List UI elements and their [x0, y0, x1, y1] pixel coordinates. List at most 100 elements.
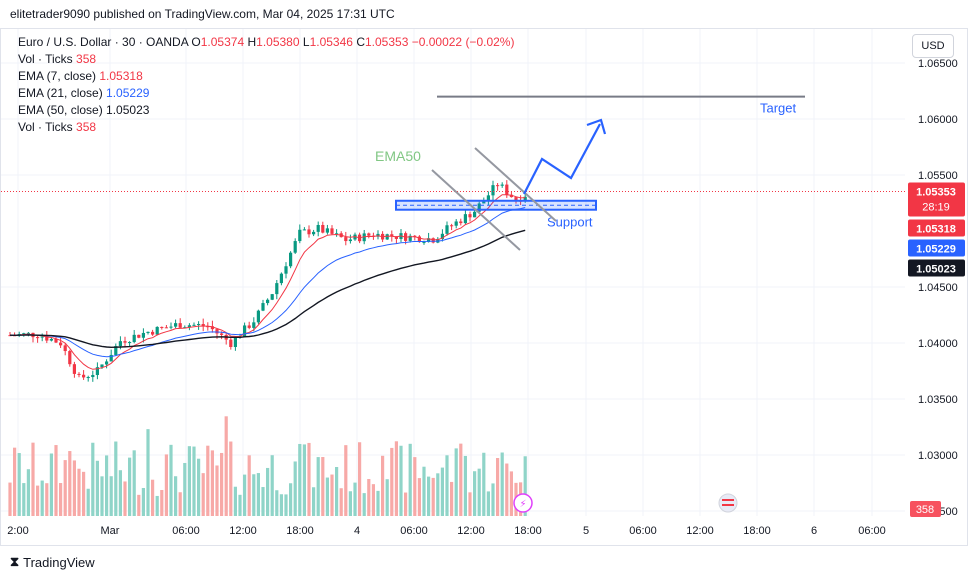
currency-button[interactable]: USD	[912, 34, 954, 58]
candle-body	[54, 338, 58, 343]
volume-bar	[413, 457, 417, 516]
legend-row-label: Vol · Ticks	[18, 120, 73, 134]
legend-open: 1.05374	[200, 35, 245, 49]
candle-body	[77, 373, 81, 375]
volume-bar	[137, 494, 141, 516]
volume-bar	[486, 491, 490, 516]
volume-bar	[468, 492, 472, 516]
legend-indicator-row[interactable]: Vol · Ticks 358	[18, 51, 514, 68]
ema-line	[9, 207, 526, 358]
volume-bar	[174, 476, 178, 516]
volume-bar	[49, 453, 53, 516]
volume-bar	[118, 470, 122, 516]
volume-bar	[132, 450, 136, 516]
volume-bar	[13, 447, 17, 516]
support-label: Support	[547, 215, 593, 230]
volume-bar	[279, 494, 283, 516]
volume-bar	[128, 457, 132, 516]
footer-brand[interactable]: ⧗ TradingView	[10, 554, 95, 570]
candle-body	[505, 184, 509, 195]
volume-bar	[22, 483, 26, 516]
candle-body	[72, 364, 76, 374]
legend-ohlc-row[interactable]: Euro / U.S. Dollar · 30 · OANDA O1.05374…	[18, 34, 514, 51]
price-label-box	[908, 182, 965, 217]
x-tick-label: 4	[354, 525, 360, 537]
candle-body	[307, 229, 311, 235]
volume-bar	[293, 461, 297, 516]
candle-body	[284, 266, 288, 274]
candle-body	[109, 354, 113, 362]
volume-bar	[233, 486, 237, 516]
target-label: Target	[760, 101, 797, 116]
legend-high-label: H	[247, 35, 257, 49]
candle-body	[169, 326, 173, 328]
candle-body	[454, 221, 458, 226]
volume-bar	[289, 483, 293, 516]
x-tick-label: 5	[583, 525, 589, 537]
legend-indicator-row[interactable]: Vol · Ticks 358	[18, 119, 514, 136]
volume-bar	[408, 443, 412, 516]
candle-body	[482, 200, 486, 204]
volume-bar	[229, 441, 233, 516]
candle-body	[459, 221, 463, 224]
candle-body	[229, 339, 233, 348]
x-tick-label: 06:00	[629, 525, 657, 537]
volume-bar	[187, 446, 191, 516]
volume-bar	[358, 442, 362, 516]
price-label: 1.05229	[916, 243, 956, 255]
price-label-box	[908, 259, 965, 277]
candle-body	[105, 361, 109, 365]
volume-bar	[238, 494, 242, 516]
candle-body	[463, 214, 467, 224]
volume-bar	[192, 446, 196, 516]
candle-body	[206, 326, 210, 328]
x-tick-label: 18:00	[514, 525, 542, 537]
legend-indicator-row[interactable]: EMA (7, close) 1.05318	[18, 68, 514, 85]
volume-bar	[431, 477, 435, 516]
volume-bar	[362, 493, 366, 516]
legend-close: 1.05353	[364, 35, 409, 49]
legend-row-label: EMA (7, close)	[18, 69, 97, 83]
candle-body	[118, 341, 122, 347]
us-flag-stripe	[722, 504, 734, 506]
candle-body	[376, 233, 380, 237]
candle-body	[95, 367, 99, 376]
legend-change: −0.00022 (−0.02%)	[411, 35, 515, 49]
countdown-label: 28:19	[922, 201, 950, 213]
ema-layer	[9, 194, 526, 370]
volume-bar	[325, 477, 329, 516]
volume-bar	[114, 441, 118, 516]
volume-bar	[151, 479, 155, 516]
volume-bar	[155, 495, 159, 516]
volume-bar	[422, 466, 426, 516]
volume-bar	[463, 455, 467, 516]
x-tick-label: 6	[811, 525, 817, 537]
candle-body	[431, 238, 435, 243]
volume-bar	[220, 452, 224, 516]
candle-body	[22, 333, 26, 335]
candle-body	[394, 236, 398, 239]
legend-indicator-row[interactable]: EMA (21, close) 1.05229	[18, 85, 514, 102]
volume-bar	[385, 479, 389, 516]
volume-bar	[215, 465, 219, 516]
x-tick-label: Mar	[101, 525, 120, 537]
legend-row-value: 1.05318	[99, 69, 143, 83]
price-axis: 1.06500 1.06000 1.05500 1.04500 1.04000 1.035…	[908, 58, 965, 518]
price-label: 1.05023	[916, 263, 956, 275]
candle-body	[275, 283, 279, 295]
volume-bar	[256, 473, 260, 516]
volume-bar	[399, 445, 403, 516]
candle-body	[266, 299, 270, 304]
candle-body	[210, 326, 214, 330]
projection-arrowhead	[586, 118, 607, 135]
volume-bar	[335, 467, 339, 516]
volume-bar	[206, 445, 210, 516]
candle-body	[509, 194, 513, 198]
volume-bar	[197, 458, 201, 516]
chart-frame	[0, 28, 968, 546]
volume-bar	[146, 429, 150, 516]
projection-path	[523, 123, 601, 195]
candle-body	[335, 233, 339, 235]
legend-indicator-row[interactable]: EMA (50, close) 1.05023	[18, 102, 514, 119]
